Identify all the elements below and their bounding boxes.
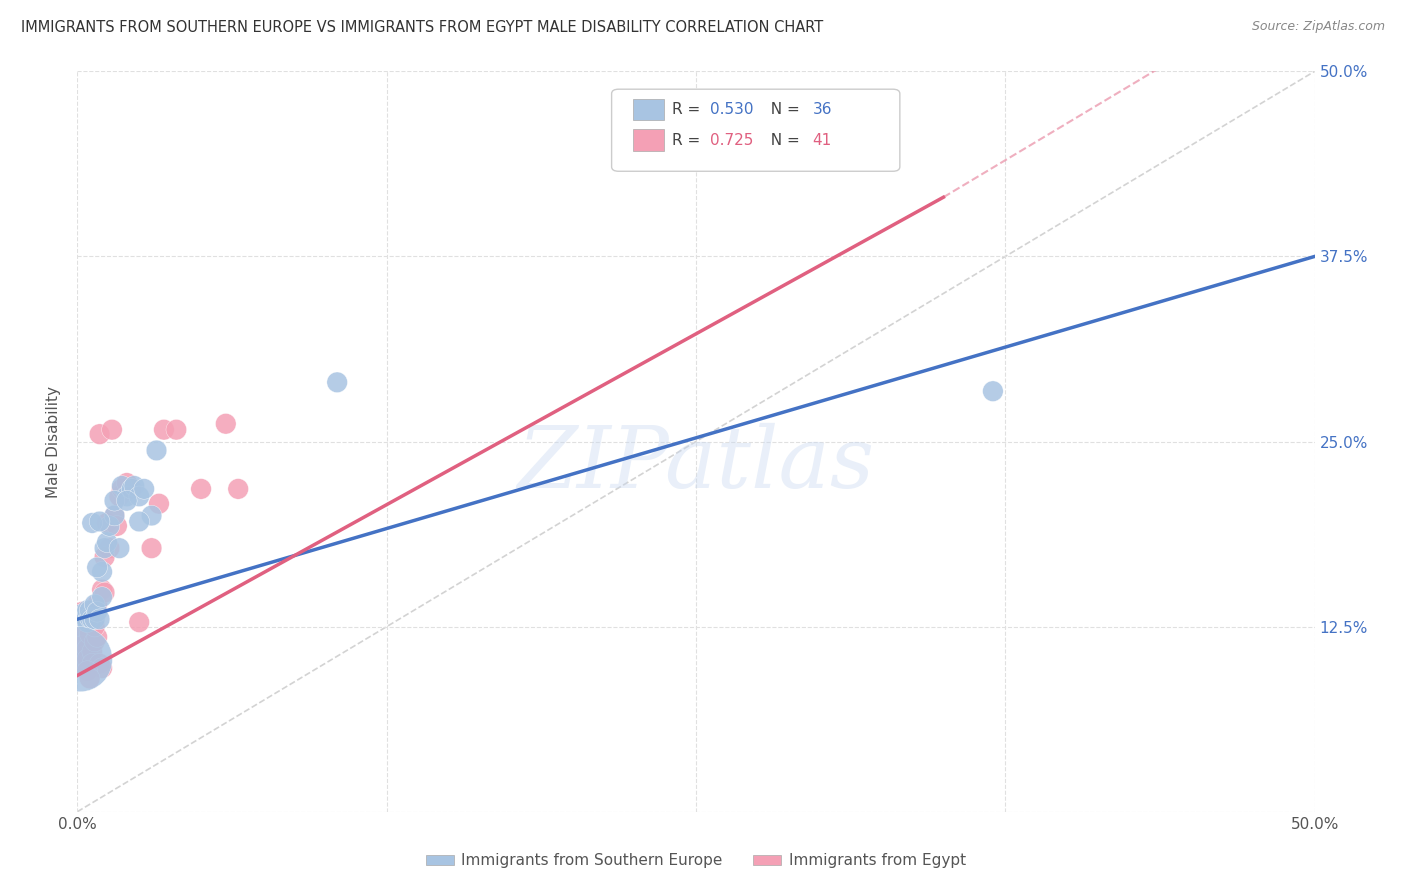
Point	[93, 541, 115, 556]
Point	[82, 612, 104, 626]
Point	[76, 641, 98, 656]
Point	[89, 427, 111, 442]
Point	[103, 508, 125, 523]
Point	[93, 585, 115, 599]
Point	[105, 519, 128, 533]
Point	[83, 619, 105, 633]
Text: N =: N =	[761, 133, 804, 147]
Legend: Immigrants from Southern Europe, Immigrants from Egypt: Immigrants from Southern Europe, Immigra…	[420, 847, 972, 874]
Point	[326, 376, 349, 390]
Point	[79, 627, 101, 641]
Point	[981, 384, 1004, 399]
Point	[93, 549, 115, 564]
Point	[96, 516, 118, 530]
Point	[82, 645, 104, 659]
Point	[91, 582, 114, 597]
Point	[76, 652, 98, 666]
Point	[121, 482, 143, 496]
Text: ZIPatlas: ZIPatlas	[517, 423, 875, 505]
Point	[134, 482, 156, 496]
Text: 0.530: 0.530	[710, 103, 754, 117]
Point	[73, 612, 96, 626]
Text: 41: 41	[813, 133, 832, 147]
Point	[73, 649, 96, 664]
Point	[98, 541, 121, 556]
Point	[111, 479, 134, 493]
Point	[69, 607, 91, 622]
Point	[83, 634, 105, 648]
Point	[73, 657, 96, 671]
Point	[128, 515, 150, 529]
Point	[91, 565, 114, 579]
Point	[141, 541, 163, 556]
Text: R =: R =	[672, 103, 706, 117]
Point	[98, 519, 121, 533]
Point	[108, 489, 131, 503]
Point	[72, 605, 94, 619]
Text: 36: 36	[813, 103, 832, 117]
Point	[86, 598, 108, 612]
Point	[145, 443, 167, 458]
Text: Source: ZipAtlas.com: Source: ZipAtlas.com	[1251, 20, 1385, 33]
Point	[165, 423, 187, 437]
Point	[72, 639, 94, 653]
Point	[148, 497, 170, 511]
Point	[82, 657, 104, 671]
Point	[73, 612, 96, 626]
Point	[86, 605, 108, 619]
Point	[69, 630, 91, 644]
Point	[79, 603, 101, 617]
Point	[121, 482, 143, 496]
Point	[226, 482, 249, 496]
Point	[115, 493, 138, 508]
Point	[128, 489, 150, 503]
Text: N =: N =	[761, 103, 804, 117]
Point	[122, 479, 145, 493]
Point	[91, 590, 114, 604]
Text: IMMIGRANTS FROM SOUTHERN EUROPE VS IMMIGRANTS FROM EGYPT MALE DISABILITY CORRELA: IMMIGRANTS FROM SOUTHERN EUROPE VS IMMIG…	[21, 20, 824, 35]
Text: 0.725: 0.725	[710, 133, 754, 147]
Point	[115, 489, 138, 503]
Point	[89, 612, 111, 626]
Point	[115, 475, 138, 490]
Point	[76, 603, 98, 617]
Point	[76, 664, 98, 678]
Point	[89, 515, 111, 529]
Point	[108, 541, 131, 556]
Point	[215, 417, 238, 431]
Point	[96, 535, 118, 549]
Point	[91, 661, 114, 675]
Point	[141, 508, 163, 523]
Point	[82, 516, 104, 530]
Point	[153, 423, 176, 437]
Point	[72, 609, 94, 624]
Point	[79, 611, 101, 625]
Point	[111, 482, 134, 496]
Point	[103, 508, 125, 523]
Point	[89, 657, 111, 671]
Point	[79, 672, 101, 686]
Point	[69, 652, 91, 666]
Point	[86, 560, 108, 574]
Point	[86, 630, 108, 644]
Point	[76, 615, 98, 630]
Point	[83, 612, 105, 626]
Point	[83, 598, 105, 612]
Point	[103, 493, 125, 508]
Point	[190, 482, 212, 496]
Text: R =: R =	[672, 133, 706, 147]
Y-axis label: Male Disability: Male Disability	[46, 385, 62, 498]
Point	[759, 104, 782, 119]
Point	[101, 423, 124, 437]
Point	[128, 615, 150, 630]
